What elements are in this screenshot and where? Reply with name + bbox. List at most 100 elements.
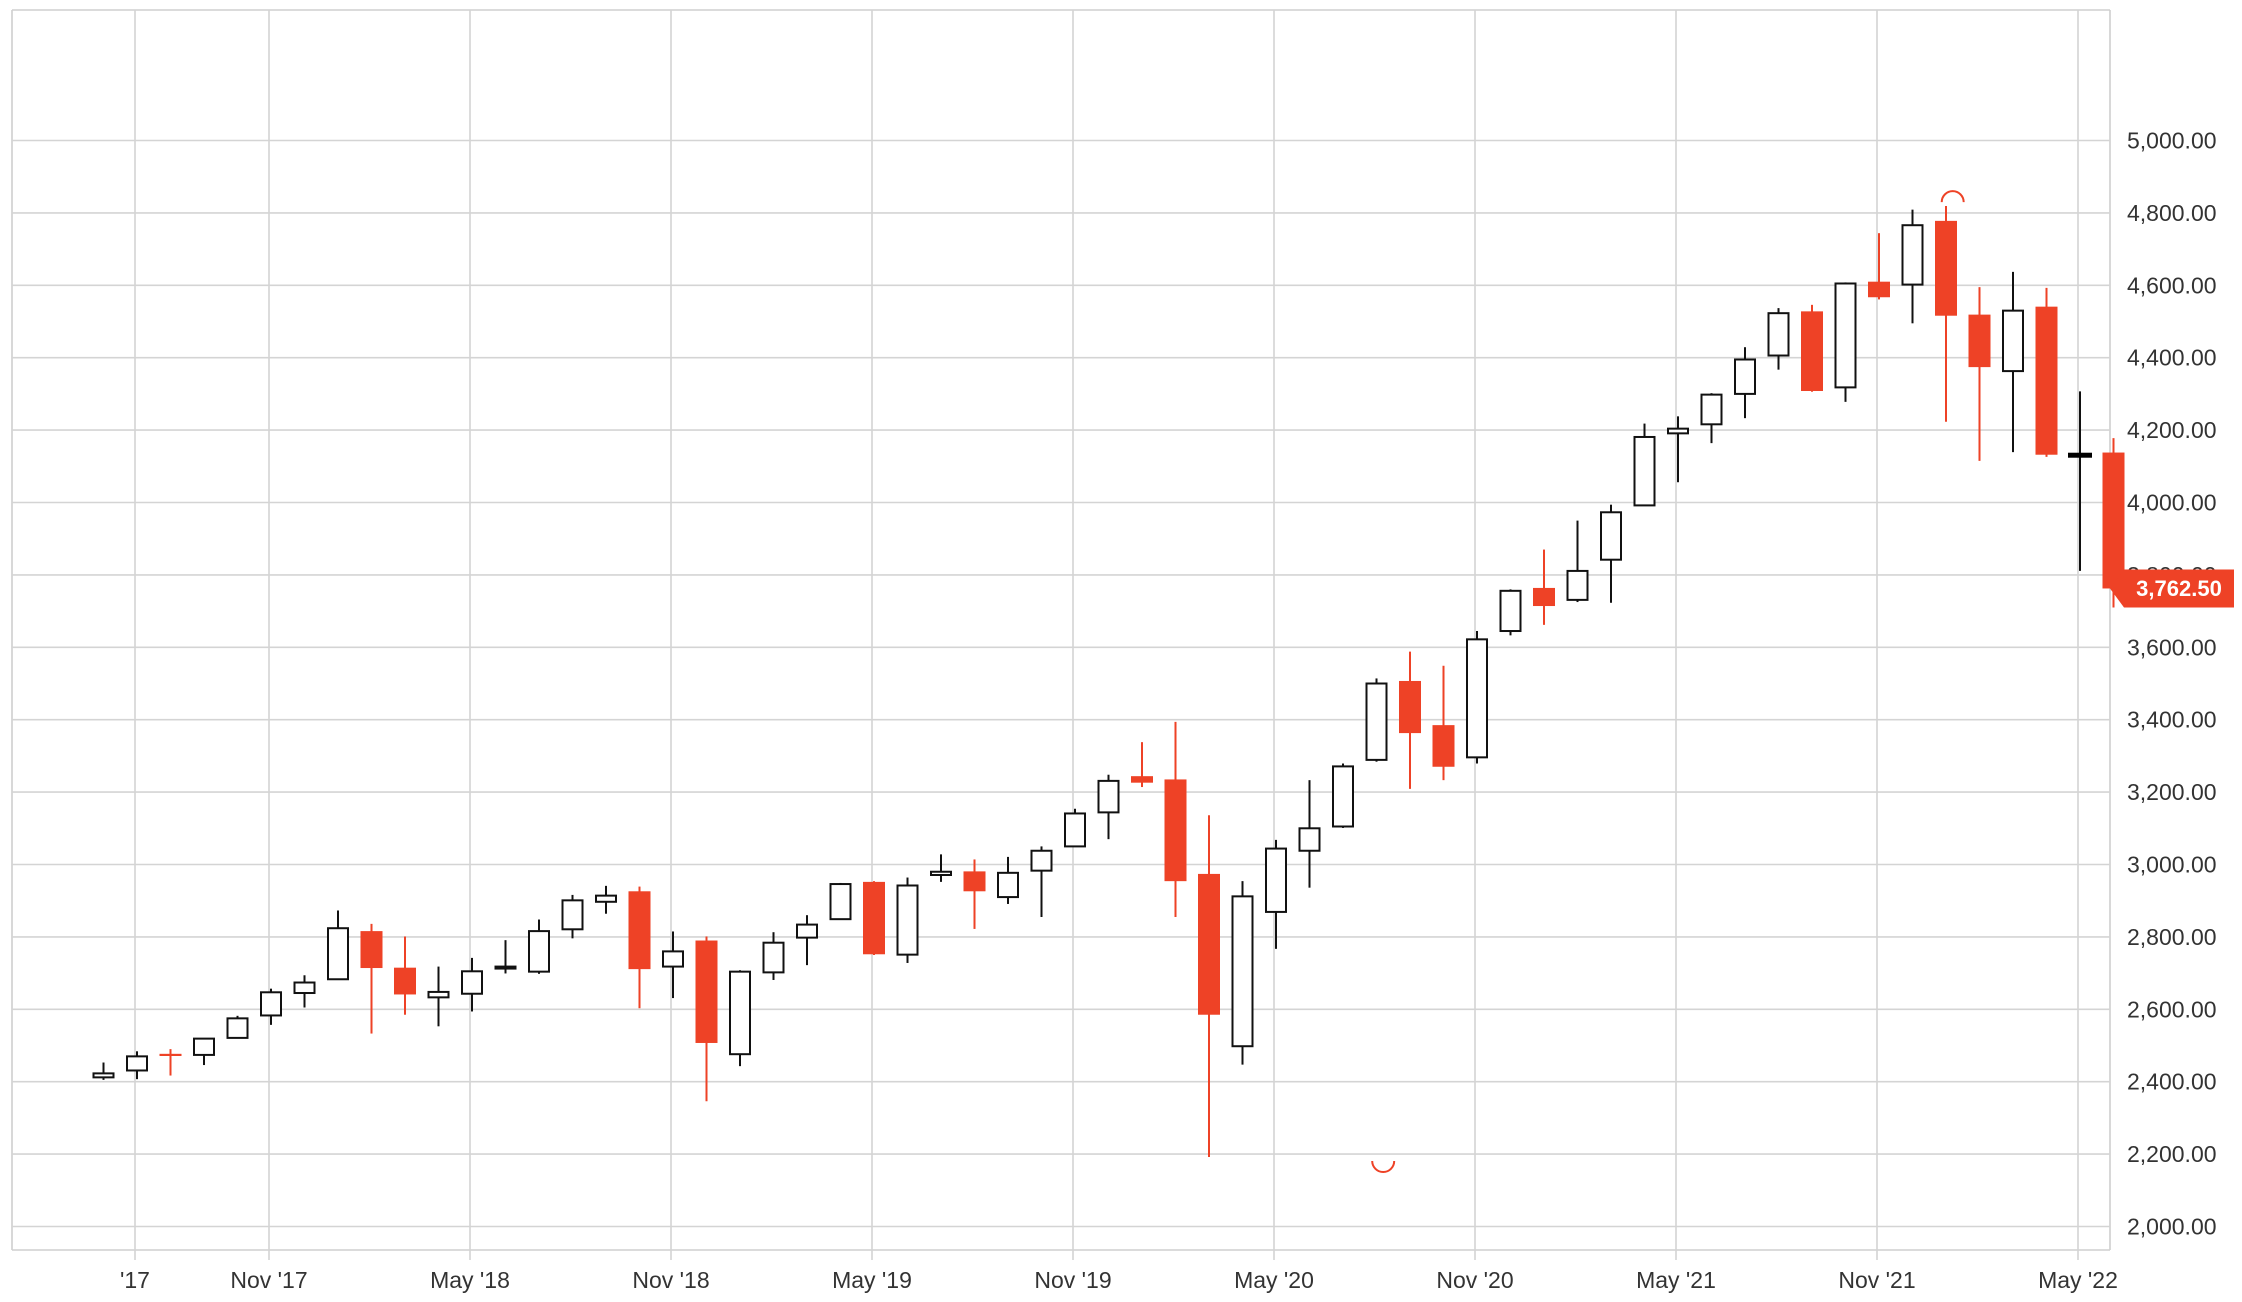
candle-body — [762, 941, 785, 974]
candle-body — [1935, 220, 1957, 316]
candle-body — [360, 931, 383, 969]
candle-body — [1365, 682, 1388, 761]
candle-body — [1030, 849, 1053, 872]
candle-up — [1901, 209, 1924, 324]
candle-up — [762, 932, 785, 980]
axes: 2,000.00 2,200.00 2,400.00 2,600.00 2,800.00… — [120, 128, 2217, 1294]
x-tick-label: May '20 — [1234, 1267, 1314, 1293]
candle-down — [695, 936, 718, 1102]
y-tick-label: 2,200.00 — [2127, 1141, 2217, 1167]
candle-body — [628, 891, 651, 970]
candle-body — [1801, 311, 1823, 392]
candle-body — [729, 970, 751, 1056]
x-tick-label: Nov '19 — [1034, 1267, 1111, 1293]
candle-up — [126, 1051, 148, 1080]
candle-body — [2035, 306, 2058, 455]
y-tick-label: 4,200.00 — [2127, 417, 2217, 443]
candle-down — [1399, 651, 1421, 789]
y-tick-label: 2,600.00 — [2127, 996, 2217, 1022]
candle-body — [695, 940, 718, 1043]
candle-down — [1131, 742, 1153, 788]
x-tick-label: Nov '21 — [1838, 1267, 1915, 1293]
candle-up — [729, 970, 751, 1067]
candle-up — [561, 894, 584, 939]
candle-up — [1700, 393, 1723, 444]
candle-down — [963, 859, 986, 929]
candle-down — [2035, 287, 2058, 457]
candle-down — [1533, 549, 1555, 625]
candle-down — [159, 1049, 182, 1076]
y-tick-label: 3,000.00 — [2127, 852, 2217, 878]
candle-up — [1667, 416, 1689, 483]
candle-body — [159, 1053, 182, 1056]
candle-body — [1734, 358, 1756, 395]
x-tick-label: May '21 — [1636, 1267, 1716, 1293]
candle-body — [1097, 779, 1120, 814]
candle-body — [1667, 427, 1689, 435]
candle-body — [1600, 511, 1622, 561]
candle-body — [662, 950, 684, 968]
candle-body — [1901, 224, 1924, 286]
candle-up — [595, 885, 617, 914]
candle-down — [1164, 721, 1187, 917]
y-tick-label: 2,000.00 — [2127, 1214, 2217, 1240]
candle-body — [1466, 638, 1488, 759]
candle-up — [1633, 423, 1656, 507]
candle-up — [997, 856, 1019, 904]
candle-up — [327, 910, 349, 981]
candle-body — [561, 899, 584, 931]
extreme-marker-arc — [1371, 1160, 1396, 1173]
candle-up — [1064, 808, 1086, 848]
candle-body — [528, 930, 550, 973]
candle-body — [461, 970, 483, 995]
candle-body — [1834, 282, 1857, 389]
candle-body — [896, 884, 919, 956]
candle-body — [2002, 309, 2024, 373]
candle-body — [1533, 587, 1555, 607]
candle-up — [1834, 282, 1857, 402]
candle-body — [260, 991, 282, 1017]
candle-up — [293, 975, 316, 1008]
candle-body — [293, 981, 316, 995]
candle-body — [92, 1072, 115, 1079]
candle-up — [1499, 589, 1522, 636]
candle-body — [863, 881, 885, 955]
candle-body — [2068, 452, 2092, 458]
candle-up — [2002, 271, 2024, 453]
candle-body — [595, 894, 617, 903]
candle-body — [2102, 452, 2125, 589]
candle-body — [1265, 847, 1287, 913]
x-tick-label: Nov '17 — [230, 1267, 307, 1293]
candle-up — [796, 915, 818, 966]
y-tick-label: 3,400.00 — [2127, 707, 2217, 733]
y-tick-label: 5,000.00 — [2127, 128, 2217, 154]
candle-up — [829, 882, 852, 921]
candle-up — [2068, 391, 2092, 571]
candle-body — [226, 1017, 249, 1039]
candle-body — [930, 870, 952, 876]
candle-body — [327, 927, 349, 981]
candle-body — [997, 871, 1019, 899]
x-tick-label: Nov '18 — [632, 1267, 709, 1293]
candle-up — [1365, 678, 1388, 762]
candle-down — [2102, 438, 2125, 608]
candle-up — [494, 940, 517, 974]
candle-up — [92, 1062, 115, 1080]
candle-up — [1734, 347, 1756, 419]
candle-down — [360, 923, 383, 1034]
candle-up — [461, 957, 483, 1012]
candle-body — [394, 967, 416, 995]
candle-body — [126, 1055, 148, 1072]
candle-down — [628, 886, 651, 1009]
last-price-label: 3,762.50 — [2136, 576, 2222, 601]
x-tick-label: '17 — [120, 1267, 150, 1293]
candle-up — [260, 988, 282, 1025]
candle-down — [1198, 815, 1220, 1157]
candle-down — [1935, 206, 1957, 422]
candle-up — [1030, 846, 1053, 917]
candle-body — [494, 965, 517, 970]
candle-down — [1432, 665, 1455, 781]
candle-body — [1968, 314, 1991, 368]
y-tick-label: 4,600.00 — [2127, 272, 2217, 298]
